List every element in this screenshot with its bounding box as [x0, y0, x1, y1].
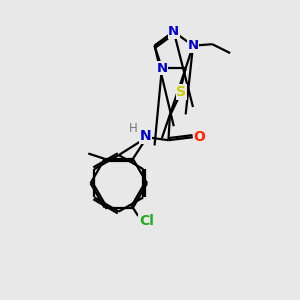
Text: S: S [176, 85, 186, 99]
Text: N: N [168, 25, 179, 38]
Text: Cl: Cl [139, 214, 154, 227]
Text: O: O [194, 130, 205, 144]
Text: H: H [128, 122, 137, 135]
Text: N: N [188, 39, 199, 52]
Text: N: N [140, 129, 152, 143]
Text: N: N [156, 62, 167, 75]
